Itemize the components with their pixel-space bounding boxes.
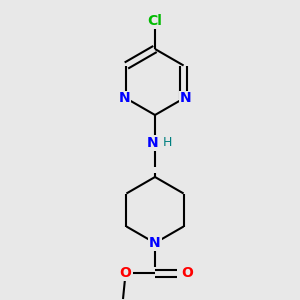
Text: N: N xyxy=(147,136,159,150)
Text: N: N xyxy=(149,236,161,250)
Text: O: O xyxy=(181,266,193,280)
Text: N: N xyxy=(118,92,130,106)
Text: H: H xyxy=(162,136,172,149)
Text: Cl: Cl xyxy=(148,14,162,28)
Text: O: O xyxy=(119,266,131,280)
Text: N: N xyxy=(180,92,191,106)
